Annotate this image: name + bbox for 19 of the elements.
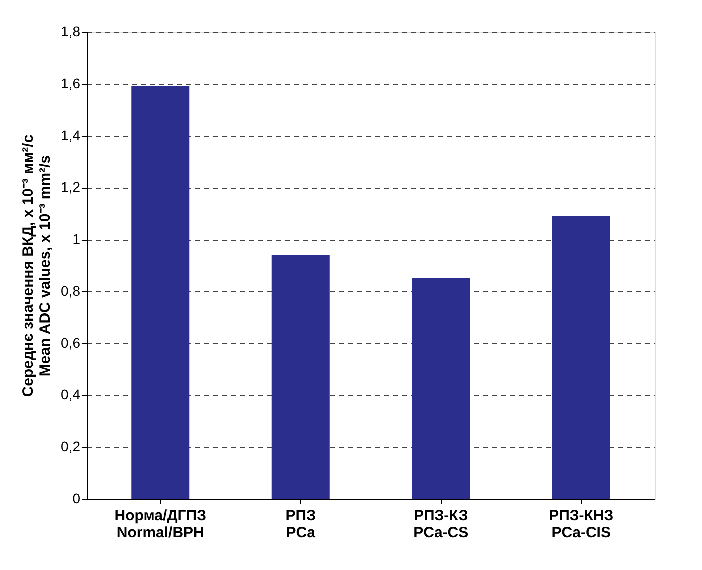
y-tick-label: 1 xyxy=(72,231,81,248)
y-tick-label: 1,2 xyxy=(61,179,81,196)
x-tick-label: РПЗ-КНЗ PCa-CIS xyxy=(549,508,614,542)
y-tick-label: 0,2 xyxy=(61,438,81,455)
y-axis-title: Середнє значення ВКД, x 10⁻³ мм²/с Mean ADC values, x 10⁻³ mm²/s xyxy=(20,134,54,398)
bar xyxy=(552,216,610,499)
y-tick-label: 0,4 xyxy=(61,386,81,403)
x-tick-label: РПЗ-КЗ PCa-CS xyxy=(414,508,469,542)
bar xyxy=(412,278,470,499)
y-tick-label: 0,8 xyxy=(61,282,81,299)
y-tick-label: 1,6 xyxy=(61,75,81,92)
y-tick-label: 0 xyxy=(72,490,81,506)
y-tick-label: 1,8 xyxy=(61,24,81,40)
x-tick-label: РПЗ PCa xyxy=(286,508,316,542)
y-tick-label: 0,6 xyxy=(61,334,81,351)
bar xyxy=(272,255,330,499)
bar xyxy=(132,86,190,499)
y-tick-label: 1,4 xyxy=(61,127,81,144)
x-tick-label: Норма/ДГПЗ Normal/BPH xyxy=(114,508,207,542)
